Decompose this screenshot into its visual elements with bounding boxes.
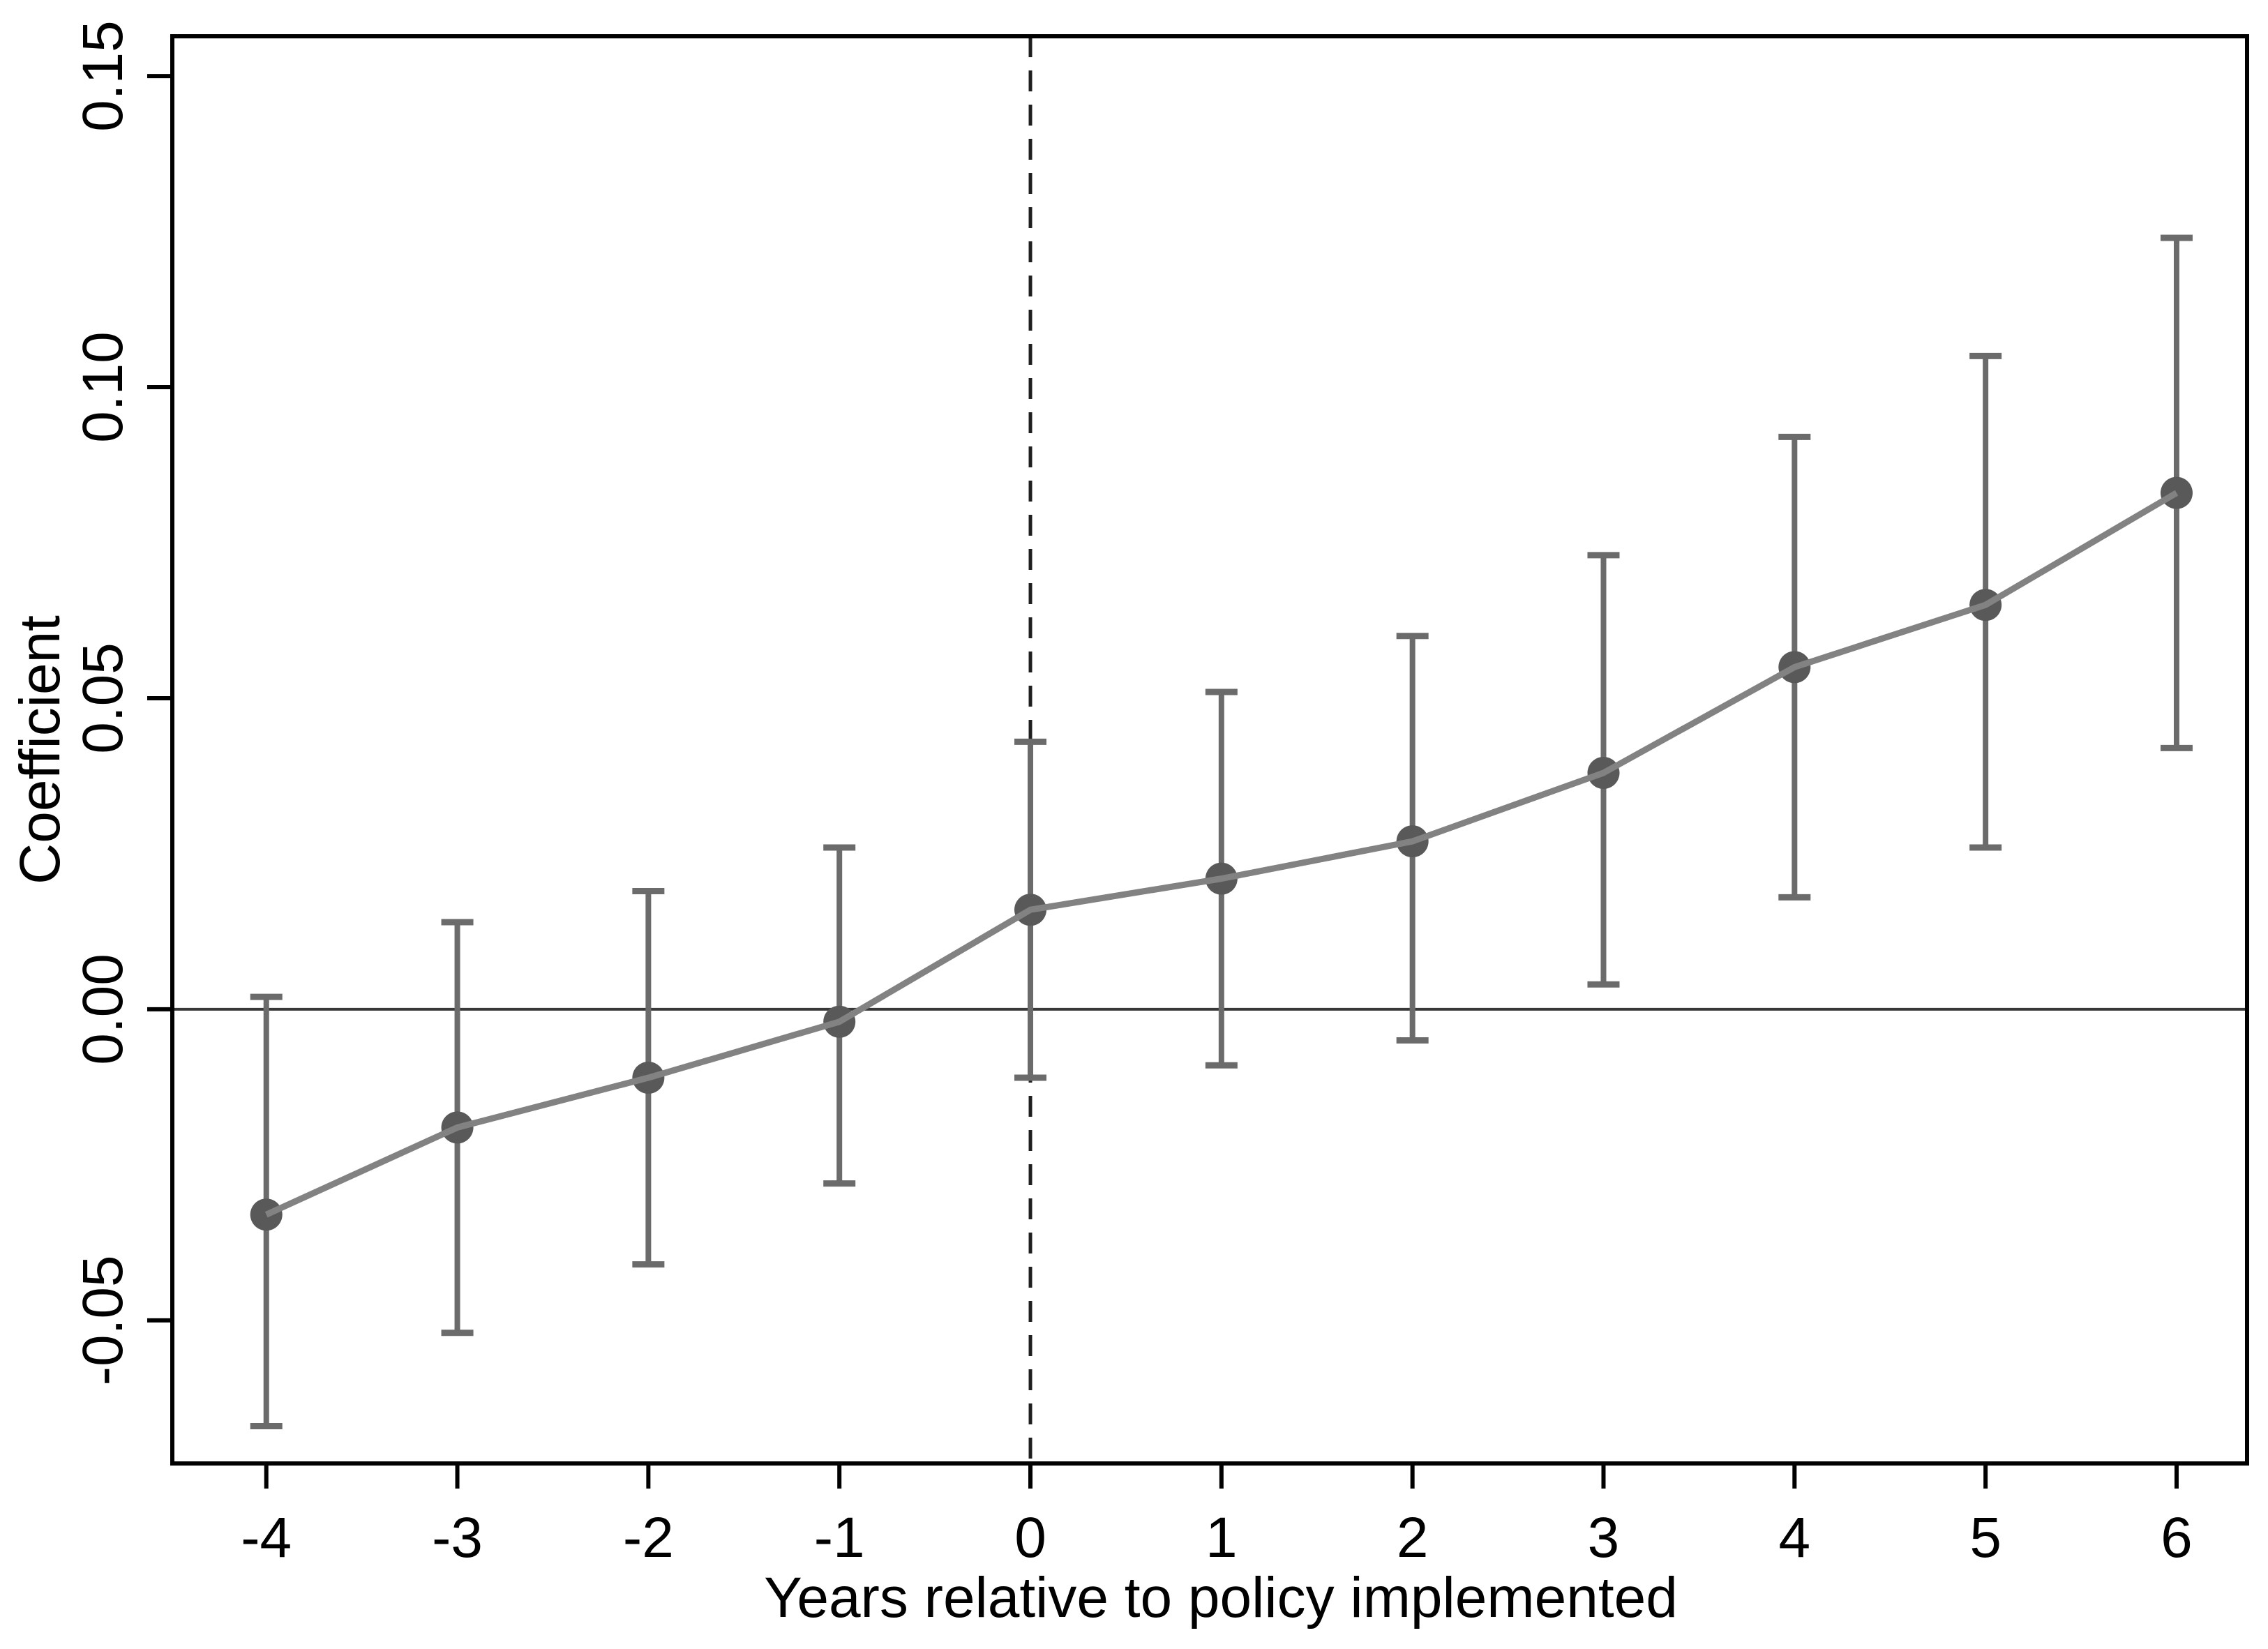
coefficient-line bbox=[264, 490, 2179, 1218]
x-axis-tick-label: -3 bbox=[432, 1506, 483, 1569]
y-axis-tick-label: 0.00 bbox=[71, 954, 135, 1065]
x-axis-tick-label: 2 bbox=[1397, 1506, 1429, 1569]
x-axis-tick-label: -2 bbox=[623, 1506, 674, 1569]
y-axis-tick-label: 0.10 bbox=[71, 331, 135, 443]
x-axis-tick-label: 0 bbox=[1014, 1506, 1046, 1569]
x-axis-tick-label: -1 bbox=[814, 1506, 865, 1569]
y-axis-tick-label: 0.05 bbox=[71, 642, 135, 754]
x-axis-tick-label: 1 bbox=[1206, 1506, 1238, 1569]
y-axis-tick-label: 0.15 bbox=[71, 20, 135, 132]
x-axis-tick-label: 6 bbox=[2161, 1506, 2193, 1569]
x-axis-tick-label: -4 bbox=[241, 1506, 292, 1569]
y-axis-tick-label: -0.05 bbox=[71, 1255, 135, 1385]
x-axis-tick-label: 4 bbox=[1779, 1506, 1811, 1569]
plot-border bbox=[170, 34, 2249, 1466]
y-axis-title: Coefficient bbox=[8, 615, 72, 884]
x-axis-tick-label: 3 bbox=[1588, 1506, 1620, 1569]
x-axis-tick-label: 5 bbox=[1969, 1506, 2002, 1569]
x-axis-title: Years relative to policy implemented bbox=[764, 1566, 1678, 1629]
